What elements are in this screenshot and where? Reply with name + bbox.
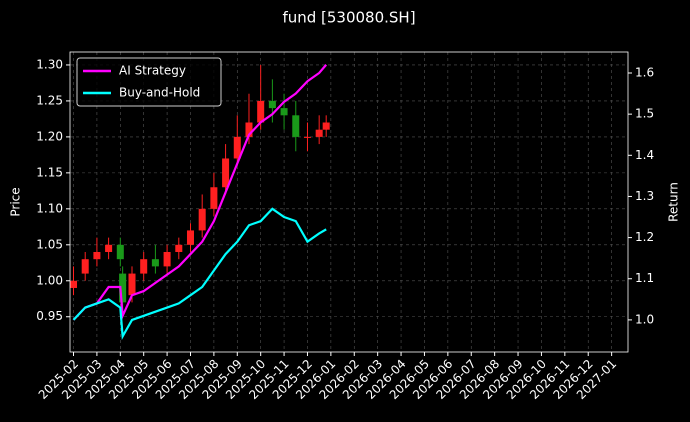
y-tick-label: 0.95	[36, 309, 63, 323]
plot-frame	[69, 51, 629, 353]
y-tick-label: 1.10	[36, 201, 63, 215]
y-tick-label: 1.20	[36, 129, 63, 143]
y2-tick-label: 1.4	[635, 148, 654, 162]
candle-body	[280, 108, 288, 116]
candle-body	[268, 100, 276, 109]
y2-tick-label: 1.1	[635, 271, 654, 285]
series-line	[72, 207, 327, 341]
candle-body	[245, 122, 253, 137]
candle-body	[70, 280, 78, 288]
candle-body	[140, 259, 148, 274]
series-line	[72, 64, 328, 321]
legend-label: Buy-and-Hold	[119, 86, 200, 100]
y2-axis-label: Return	[667, 182, 681, 222]
candle-body	[128, 273, 136, 296]
candle-body	[186, 230, 194, 245]
y2-tick-label: 1.3	[635, 189, 654, 203]
y-tick-label: 1.00	[36, 273, 63, 287]
y-tick-label: 1.30	[36, 57, 63, 71]
y2-tick-label: 1.6	[635, 65, 654, 79]
candle-body	[303, 136, 311, 138]
y2-tick-label: 1.0	[635, 312, 654, 326]
candle-body	[257, 100, 265, 123]
candle-body	[322, 122, 330, 130]
candle-body	[116, 244, 124, 260]
candle-body	[315, 129, 323, 137]
candle-body	[292, 115, 300, 137]
candle-body	[119, 273, 127, 303]
y2-tick-label: 1.5	[635, 107, 654, 121]
legend-label: AI Strategy	[119, 64, 186, 78]
candle-body	[198, 208, 206, 231]
y-tick-label: 1.25	[36, 93, 63, 107]
candle-body	[163, 252, 171, 267]
candle-body	[210, 187, 218, 209]
candle-body	[93, 252, 101, 260]
y-tick-label: 1.15	[36, 165, 63, 179]
legend-box	[76, 57, 222, 107]
candle-body	[175, 244, 183, 252]
y-axis-label: Price	[9, 187, 23, 216]
candle-body	[151, 259, 159, 267]
chart-title: fund [530080.SH]	[282, 9, 415, 27]
candle-body	[222, 158, 230, 188]
candle-body	[105, 244, 113, 252]
y2-tick-label: 1.2	[635, 230, 654, 244]
candle-body	[81, 259, 89, 274]
candle-body	[233, 136, 241, 159]
y-tick-label: 1.05	[36, 237, 63, 251]
